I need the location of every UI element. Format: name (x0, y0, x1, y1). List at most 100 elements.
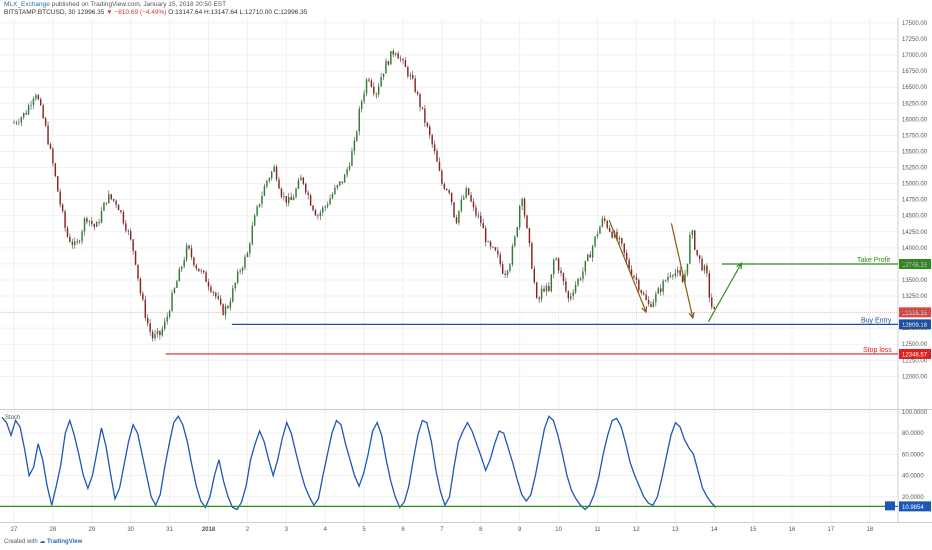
candle-body (419, 93, 421, 108)
candle-body (443, 183, 446, 189)
candle-body (521, 198, 523, 206)
candle-body (625, 252, 628, 260)
candle-body (227, 306, 229, 308)
candle-body (543, 288, 545, 292)
grid (0, 18, 898, 522)
stoch-indicator: Stoch 10.9854 (0, 415, 931, 512)
candle-body (584, 260, 587, 272)
stoch-tick-label: 80.0000 (902, 431, 924, 437)
candle-body (689, 234, 691, 264)
candle-body (234, 282, 236, 289)
candle-body (346, 169, 348, 175)
candle-body (601, 218, 604, 227)
time-tick-label: 9 (518, 527, 522, 533)
price-tick-label: 12250.00 (902, 358, 928, 364)
candle-body (275, 166, 278, 180)
candle-body (562, 273, 565, 282)
stoch-tick-label: 40.0000 (902, 474, 924, 480)
candle-body (579, 278, 582, 280)
candle-body (380, 76, 382, 87)
stoch-title: Stoch (5, 415, 20, 421)
candle-body (358, 108, 360, 132)
candle-body (241, 267, 244, 271)
level-label: Take Profit (857, 257, 890, 264)
candle-body (307, 192, 309, 196)
price-tick-label: 16250.00 (902, 101, 928, 107)
candle-body (377, 86, 380, 95)
trend-arrow-head (688, 311, 695, 320)
candle-body (540, 288, 543, 300)
candle-body (193, 257, 195, 266)
candle-body (470, 194, 472, 202)
candle-body (429, 126, 431, 136)
candle-body (611, 231, 613, 238)
author-link[interactable]: MLX_Exchange (4, 1, 50, 8)
candle-body (144, 299, 147, 318)
candle-body (533, 268, 536, 283)
current-price-tag (899, 307, 931, 318)
candle-body (210, 286, 212, 292)
time-tick-label: 16 (789, 527, 796, 533)
candle-body (283, 195, 285, 197)
candle-body (659, 288, 662, 292)
candle-body (20, 117, 23, 123)
candle-body (640, 290, 642, 294)
candle-body (399, 58, 402, 60)
candle-body (52, 148, 54, 164)
trend-arrow-line (707, 262, 742, 323)
candle-body (506, 270, 509, 275)
candle-body (156, 330, 159, 334)
stoch-tick-label: 100.0000 (902, 410, 928, 416)
time-tick-label: 14 (711, 527, 718, 533)
candle-body (61, 204, 64, 212)
price-tick-label: 15000.00 (902, 182, 928, 188)
candle-body (270, 171, 273, 179)
level-price-label: 13748.19 (902, 263, 928, 269)
stoch-tick-label: 20.0000 (902, 495, 924, 501)
candle-body (526, 215, 528, 229)
candle-body (711, 297, 713, 307)
candle-body (538, 297, 540, 300)
candle-body (686, 263, 689, 274)
time-tick-label: 3 (285, 527, 289, 533)
candle-body (168, 311, 171, 317)
candle-body (253, 215, 256, 226)
candle-body (387, 61, 390, 65)
candle-body (217, 296, 219, 299)
candle-body (343, 174, 346, 183)
candle-body (251, 225, 253, 244)
trade-levels: 12996.35 Take Profit 13748.19 Buy Entry 1280… (0, 257, 931, 359)
candle-body (100, 210, 103, 223)
trend-arrow-head (736, 262, 743, 270)
candle-body (463, 197, 465, 200)
candle-body (212, 291, 215, 293)
candle-body (64, 211, 66, 228)
candle-body (244, 256, 246, 268)
candle-body (137, 264, 139, 279)
candle-body (694, 230, 696, 250)
candle-body (424, 108, 426, 123)
candle-body (407, 67, 409, 77)
candle-body (674, 272, 677, 276)
candle-body (696, 249, 698, 256)
candle-body (115, 200, 117, 205)
time-tick-label: 8 (479, 527, 483, 533)
candle-body (149, 323, 151, 332)
candle-body (74, 241, 76, 245)
candle-body (348, 165, 351, 170)
price-tick-label: 17000.00 (902, 53, 928, 59)
candle-body (185, 245, 188, 261)
candle-body (504, 273, 506, 275)
candle-body (511, 246, 514, 265)
price-change: ▼ −810.69 (−4.49%) (106, 9, 167, 16)
candle-body (438, 161, 441, 171)
candle-body (47, 125, 49, 145)
time-tick-label: 5 (362, 527, 366, 533)
candle-body (567, 291, 570, 299)
footer-brand[interactable]: TradingView (47, 539, 83, 545)
candle-body (341, 181, 343, 183)
candle-body (198, 268, 200, 272)
candle-body (531, 243, 533, 269)
candle-body (450, 192, 453, 203)
